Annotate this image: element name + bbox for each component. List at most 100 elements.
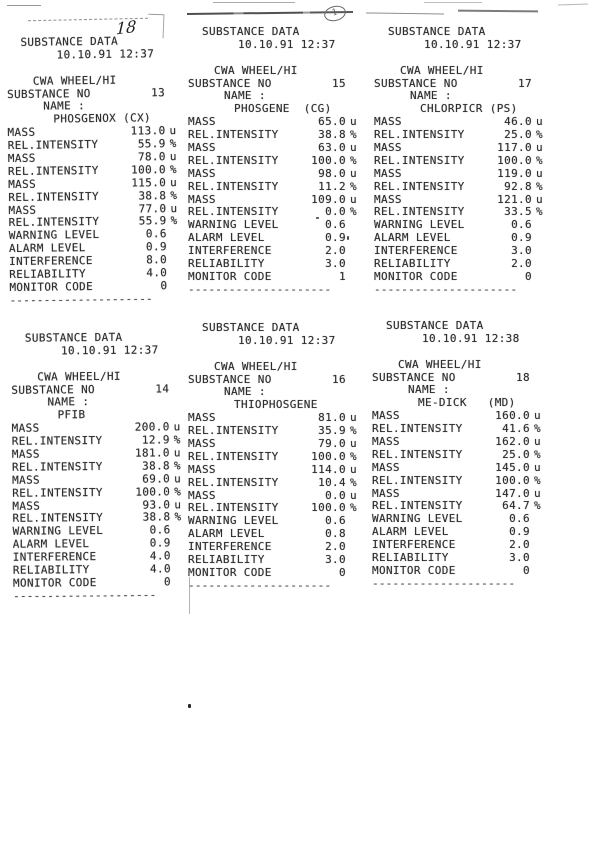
row-value: 25.0 <box>502 447 530 461</box>
row-unit: % <box>350 153 357 167</box>
row-unit <box>536 258 546 271</box>
row-unit: u <box>170 175 178 189</box>
substance-report-18: SUBSTANCE DATA 10.10.91 12:38 CWA WHEEL/HI… <box>372 319 544 591</box>
scan-edge-mark <box>557 3 589 6</box>
row-unit: % <box>350 501 357 515</box>
report-title: SUBSTANCE DATA <box>386 319 484 332</box>
row-label: MONITOR CODE <box>372 563 456 577</box>
scan-speck <box>316 217 319 219</box>
device-name: CWA WHEEL/HI <box>214 63 298 77</box>
substance-name: ME-DICK (MD) <box>418 396 516 410</box>
substance-no-unit <box>169 87 179 100</box>
blank-line <box>188 52 360 65</box>
blank-line <box>374 52 546 65</box>
row-unit: u <box>536 166 543 180</box>
row-unit: u <box>350 166 357 180</box>
row-unit: % <box>536 128 543 142</box>
report-datetime: 10.10.91 12:38 <box>422 331 520 345</box>
data-row: MONITOR CODE 0 <box>374 270 546 284</box>
separator-line: --------------------- <box>188 578 332 592</box>
row-unit: % <box>534 499 541 513</box>
data-row: INTERFERENCE 2.0 <box>188 540 360 554</box>
row-label: MASS <box>374 141 402 155</box>
row-unit <box>534 526 544 539</box>
row-label: WARNING LEVEL <box>188 218 279 232</box>
row-value: 0 <box>339 565 346 579</box>
row-label: WARNING LEVEL <box>188 514 279 528</box>
row-value: 100.0 <box>311 449 346 463</box>
row-unit <box>171 280 181 293</box>
row-value: 25.0 <box>504 128 532 142</box>
row-label: MONITOR CODE <box>188 565 272 579</box>
row-unit <box>350 541 360 554</box>
row-value: 79.0 <box>318 437 346 451</box>
row-value: 98.0 <box>318 166 346 180</box>
row-label: REL.INTENSITY <box>188 501 279 515</box>
data-row: REL.INTENSITY 100.0% <box>188 502 360 515</box>
row-unit: % <box>169 162 178 176</box>
row-value: 2.0 <box>509 538 530 552</box>
substance-name: PHOSGENE (CG) <box>234 102 332 116</box>
row-label: REL.INTENSITY <box>374 179 465 193</box>
row-unit: % <box>350 128 357 142</box>
row-label: MASS <box>188 115 216 129</box>
substance-no-value: 13 <box>151 85 166 99</box>
row-value: 147.0 <box>495 486 530 500</box>
row-unit: u <box>350 192 357 206</box>
row-value: 2.0 <box>511 257 532 271</box>
row-label: MASS <box>188 192 216 206</box>
row-unit <box>350 554 360 567</box>
data-row: REL.INTENSITY 25.0% <box>374 128 546 142</box>
row-value: 100.0 <box>495 473 530 487</box>
row-value: 100.0 <box>311 501 346 515</box>
data-row: MONITOR CODE 0 <box>372 563 544 578</box>
report-title: SUBSTANCE DATA <box>388 25 486 38</box>
row-unit <box>536 219 546 232</box>
row-value: 46.0 <box>504 115 532 129</box>
row-label: INTERFERENCE <box>374 244 458 258</box>
substance-report-13: SUBSTANCE DATA 10.10.91 12:37 CWA WHEEL/HI… <box>6 35 181 308</box>
row-unit: % <box>534 422 541 436</box>
substance-name: THIOPHOSGENE <box>234 398 318 412</box>
row-value: 63.0 <box>318 141 346 155</box>
data-row: RELIABILITY 3.0 <box>188 553 360 567</box>
row-value: 0.9 <box>509 525 530 539</box>
row-label: MASS <box>188 166 216 180</box>
device-name: CWA WHEEL/HI <box>400 63 484 77</box>
row-value: 65.0 <box>318 115 346 129</box>
data-row: WARNING LEVEL 0.6 <box>372 512 544 526</box>
row-unit: u <box>173 446 181 460</box>
substance-no-value: 14 <box>155 381 170 396</box>
row-unit <box>350 515 360 528</box>
substance-no-label: SUBSTANCE NO <box>372 370 456 384</box>
report-datetime: 10.10.91 12:37 <box>60 343 159 358</box>
substance-no-unit <box>534 372 544 385</box>
row-label: MASS <box>372 409 400 423</box>
row-label: ALARM LEVEL <box>374 231 451 245</box>
separator-line: --------------------- <box>9 292 153 307</box>
substance-no-value: 17 <box>518 76 532 90</box>
data-row: REL.INTENSITY 10.4% <box>188 476 360 490</box>
data-row: MONITOR CODE 0 <box>188 565 360 580</box>
row-value: 145.0 <box>495 460 530 474</box>
data-row: MASS 79.0 u <box>188 437 360 451</box>
row-label: ALARM LEVEL <box>188 527 265 541</box>
separator-line: --------------------- <box>188 282 332 296</box>
row-label: REL.INTENSITY <box>372 422 463 436</box>
row-unit: u <box>534 486 541 500</box>
substance-no-label: SUBSTANCE NO <box>188 372 272 386</box>
receipt-side-edge <box>189 577 190 614</box>
row-unit: u <box>350 115 357 129</box>
row-unit <box>175 525 185 538</box>
row-value: 33.5 <box>504 205 532 219</box>
data-row: MASS 162.0 u <box>372 435 544 449</box>
row-value: 81.0 <box>318 411 346 425</box>
row-unit: % <box>174 484 182 499</box>
row-value: 114.0 <box>311 462 346 476</box>
data-row: REL.INTENSITY 100.0% <box>374 154 546 168</box>
substance-report-16: SUBSTANCE DATA 10.10.91 12:37 CWA WHEEL/HI… <box>188 321 360 593</box>
substance-no-row: SUBSTANCE NO 14 <box>11 381 183 397</box>
row-label: REL.INTENSITY <box>12 485 103 500</box>
row-unit: % <box>174 510 182 524</box>
